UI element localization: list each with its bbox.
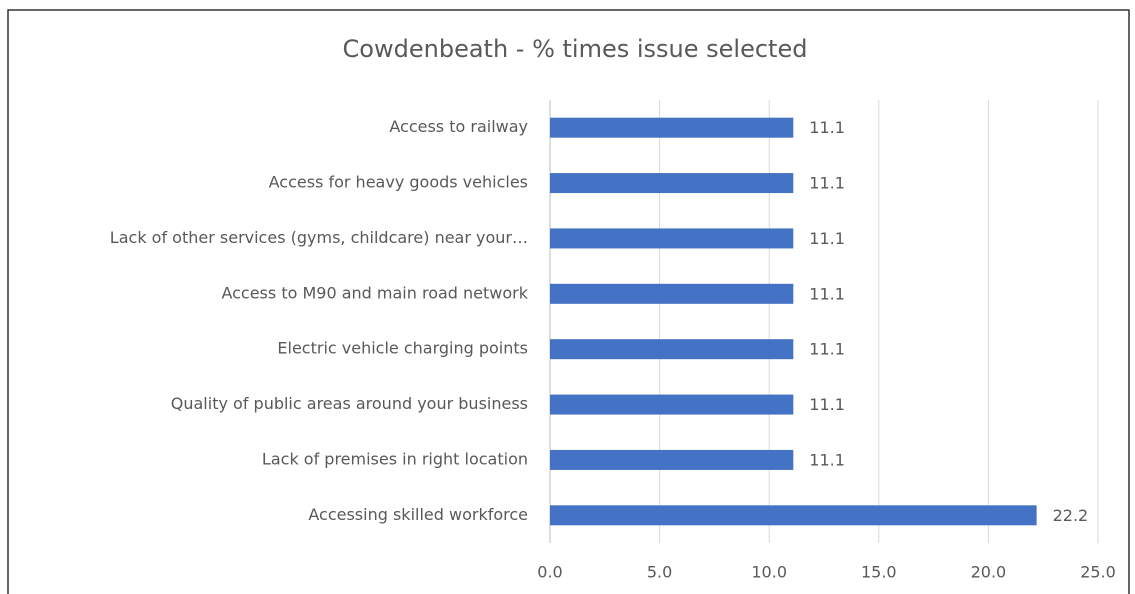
data-label: 11.1 [809, 450, 845, 469]
bar [550, 394, 794, 415]
x-tick-label: 5.0 [647, 563, 672, 582]
y-tick-label: Quality of public areas around your busi… [171, 394, 528, 413]
y-tick-label: Lack of premises in right location [262, 449, 528, 468]
bar [550, 449, 794, 470]
data-label: 11.1 [809, 229, 845, 248]
data-label: 22.2 [1053, 506, 1089, 525]
bar [550, 505, 1037, 526]
data-label: 11.1 [809, 395, 845, 414]
x-tick-label: 10.0 [751, 563, 787, 582]
bar [550, 339, 794, 360]
x-tick-label: 0.0 [537, 563, 562, 582]
y-tick-label: Accessing skilled workforce [308, 505, 528, 524]
data-label: 11.1 [809, 340, 845, 359]
data-label: 11.1 [809, 284, 845, 303]
x-tick-label: 20.0 [971, 563, 1007, 582]
x-tick-label: 25.0 [1080, 563, 1116, 582]
data-label: 11.1 [809, 174, 845, 193]
data-label: 11.1 [809, 118, 845, 137]
bar [550, 283, 794, 304]
x-tick-label: 15.0 [861, 563, 897, 582]
bar [550, 173, 794, 194]
bar [550, 228, 794, 249]
bar [550, 117, 794, 138]
y-tick-label: Lack of other services (gyms, childcare)… [110, 228, 528, 247]
y-tick-label: Access for heavy goods vehicles [269, 173, 528, 192]
y-tick-label: Access to railway [389, 117, 528, 136]
y-tick-label: Access to M90 and main road network [221, 283, 528, 302]
y-tick-label: Electric vehicle charging points [277, 339, 528, 358]
chart-title: Cowdenbeath - % times issue selected [343, 35, 808, 63]
